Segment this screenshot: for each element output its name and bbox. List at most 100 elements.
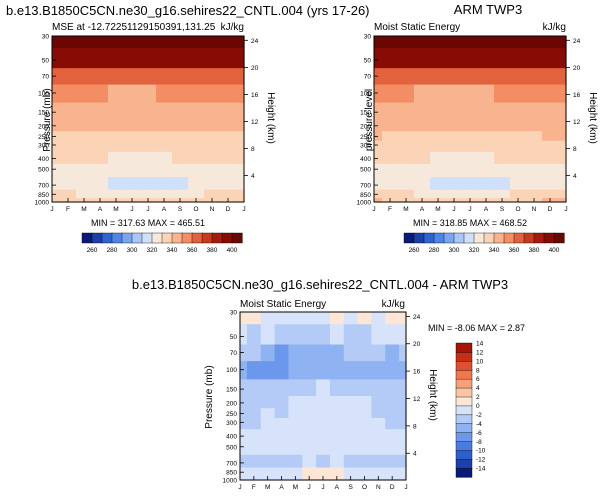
obs-pressure-tick-label: 700 — [360, 183, 371, 190]
model-pressure-tick-label: 150 — [38, 110, 49, 117]
diff-colorbar-box — [455, 351, 473, 362]
diff-cell — [316, 429, 331, 443]
model-pressure-tick-label: 70 — [42, 74, 50, 81]
model-cell — [140, 84, 157, 104]
model-cell — [108, 36, 125, 49]
model-cell — [204, 102, 221, 120]
obs-cell — [510, 119, 527, 132]
obs-pressure-tick-label: 70 — [364, 74, 372, 81]
obs-cell — [382, 84, 399, 104]
diff-cell — [329, 429, 345, 443]
diff-cell — [357, 344, 373, 362]
obs-month-label: M — [403, 206, 408, 213]
diff-cell — [316, 441, 331, 456]
model-pressure-tick-label: 200 — [38, 123, 49, 130]
obs-cell — [510, 48, 527, 69]
diff-cell — [343, 417, 359, 430]
obs-colorbar-label: 260 — [409, 247, 420, 254]
obs-cell — [446, 84, 463, 104]
diff-cell — [343, 396, 359, 409]
diff-colorbar-label: -4 — [476, 421, 482, 428]
model-cell — [92, 131, 109, 142]
model-cell — [140, 177, 157, 191]
model-pressure-tick-label: 250 — [38, 134, 49, 141]
model-month-label: S — [178, 206, 183, 213]
obs-height-tick-label: 24 — [573, 38, 581, 45]
model-colorbar-label: 380 — [207, 247, 218, 254]
obs-cell — [478, 68, 495, 86]
model-colorbar-label: 300 — [127, 247, 138, 254]
obs-month-label: A — [484, 206, 489, 213]
obs-cell — [558, 131, 567, 142]
model-cell — [188, 177, 205, 191]
obs-cell — [494, 177, 511, 191]
obs-colorbar-box — [513, 232, 525, 244]
obs-cell — [374, 151, 383, 165]
model-cell — [92, 68, 109, 86]
obs-colorbar-box — [483, 232, 495, 244]
obs-cell — [414, 131, 431, 142]
obs-cell — [382, 102, 399, 120]
obs-colorbar-label: 380 — [529, 247, 540, 254]
obs-pressure-tick-label: 400 — [360, 156, 371, 163]
diff-cell — [343, 467, 359, 477]
model-cell — [220, 102, 237, 120]
obs-cell — [462, 177, 479, 191]
diff-cell — [302, 417, 317, 430]
diff-cell — [246, 454, 262, 469]
model-cell — [108, 140, 125, 153]
diff-cell — [274, 454, 290, 469]
obs-cell — [446, 102, 463, 120]
obs-cell — [374, 177, 383, 191]
model-cell — [92, 140, 109, 153]
model-colorbar-box — [151, 232, 163, 244]
diff-cell — [240, 344, 248, 362]
obs-cell — [398, 177, 415, 191]
model-cell — [220, 131, 237, 142]
model-cell — [236, 102, 245, 120]
obs-cell — [558, 119, 567, 132]
diff-month-label: N — [376, 484, 381, 491]
obs-colorbar-box — [553, 232, 565, 244]
obs-cell — [430, 119, 447, 132]
obs-cell — [414, 48, 431, 69]
obs-cell — [510, 151, 527, 165]
diff-cell — [302, 361, 317, 380]
obs-colorbar-box — [473, 232, 485, 244]
model-height-tick-label: 24 — [251, 38, 259, 45]
diff-cell — [343, 312, 359, 325]
obs-cell — [494, 151, 511, 165]
obs-cell — [494, 140, 511, 153]
obs-cell — [462, 189, 479, 199]
model-cell — [172, 36, 189, 49]
diff-cell — [274, 344, 290, 362]
model-cell — [140, 36, 157, 49]
model-cell — [220, 68, 237, 86]
obs-month-label: S — [500, 206, 505, 213]
diff-colorbar-label: -10 — [476, 448, 486, 455]
model-cell — [156, 119, 173, 132]
model-cell — [204, 163, 221, 178]
model-cell — [52, 48, 61, 69]
model-cell — [60, 68, 77, 86]
obs-cell — [374, 48, 383, 69]
diff-colorbar-label: -12 — [476, 457, 486, 464]
model-cell — [188, 189, 205, 199]
diff-colorbar-label: -8 — [476, 439, 482, 446]
diff-cell — [371, 379, 386, 397]
diff-month-label: J — [404, 484, 407, 491]
model-cell — [236, 151, 245, 165]
diff-cell — [385, 361, 400, 380]
model-cell — [156, 177, 173, 191]
diff-colorbar-box — [455, 414, 473, 425]
diff-height-tick-label: 20 — [413, 341, 421, 348]
obs-colorbar-label: 320 — [469, 247, 480, 254]
model-cell — [92, 163, 109, 178]
model-cell — [140, 68, 157, 86]
model-pressure-tick-label: 400 — [38, 156, 49, 163]
obs-cell — [478, 131, 495, 142]
model-cell — [108, 189, 125, 199]
model-cell — [188, 68, 205, 86]
